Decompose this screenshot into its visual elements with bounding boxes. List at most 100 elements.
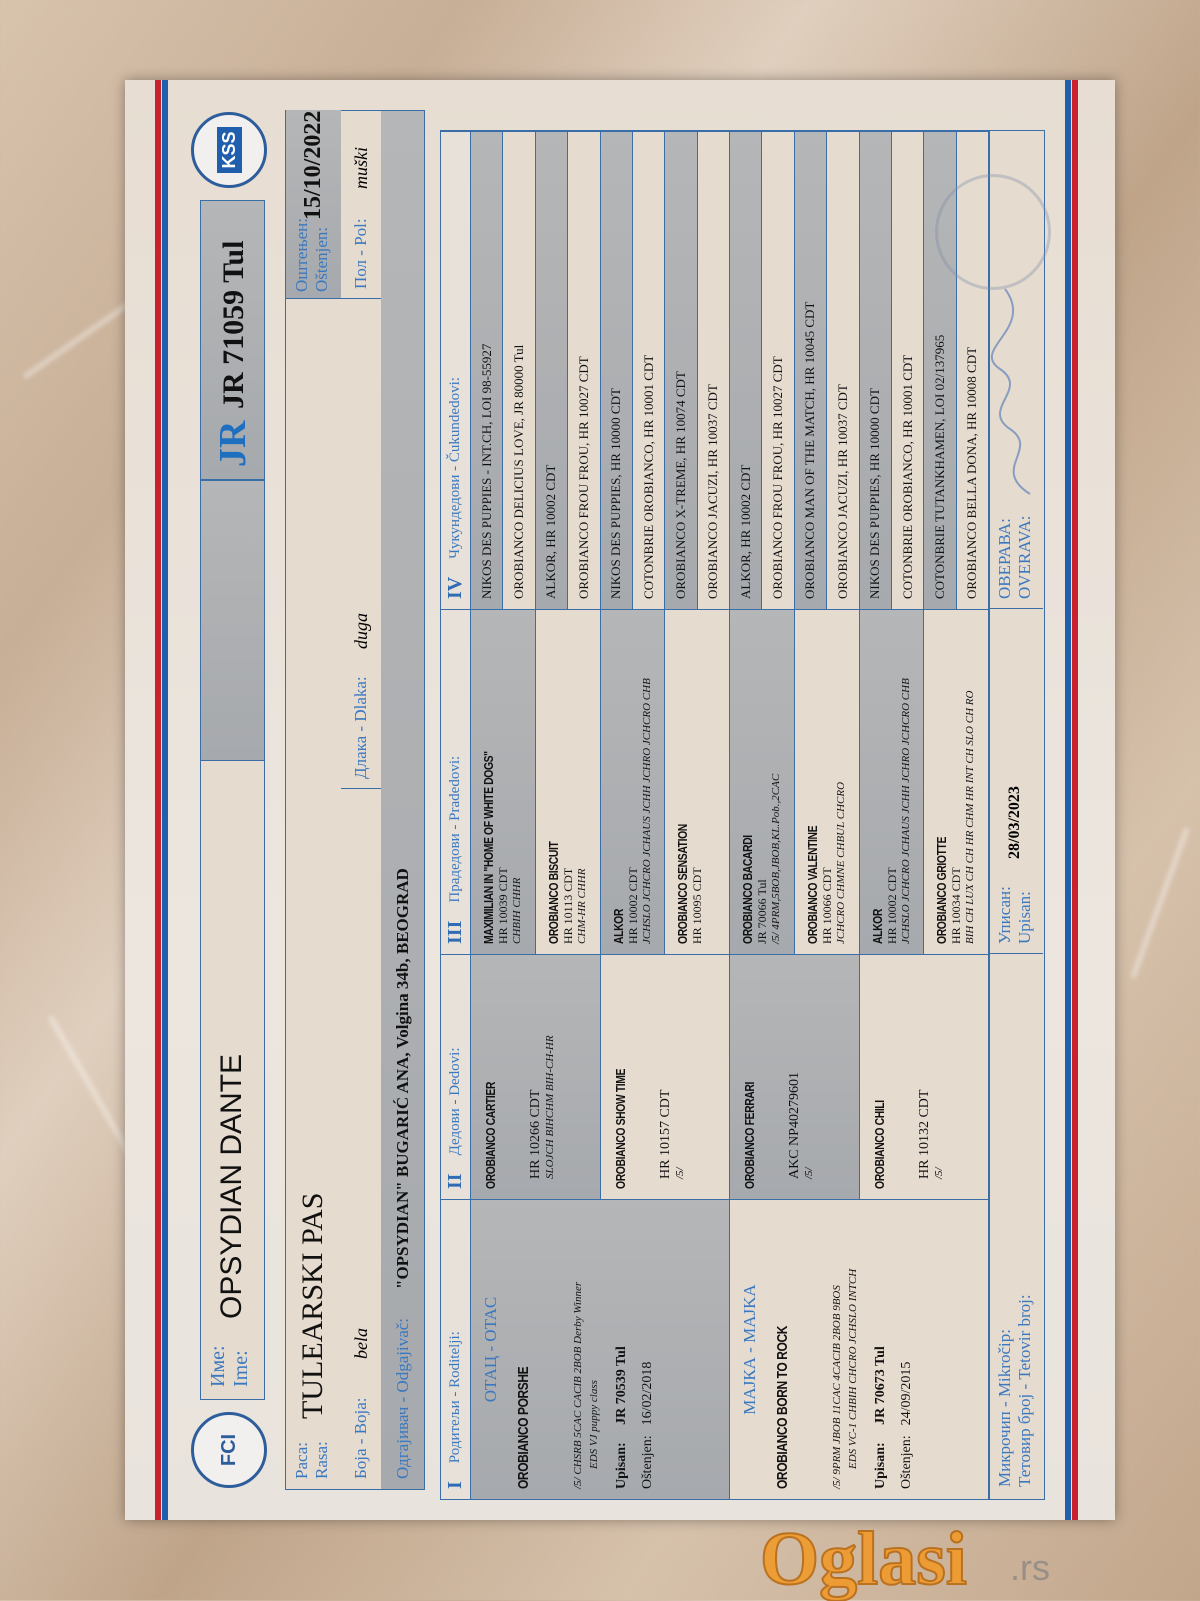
great-grandparent-registration: HR 10034 CDT [949, 867, 964, 944]
parent-titles-2: EDS VC-1 CHBIH CHCRO JCHSLO INTCH [847, 1268, 859, 1469]
tattoo-label: Тетовир број - Tetovir broj: [1014, 1294, 1034, 1487]
great-grandparent-registration: HR 10095 CDT [690, 867, 705, 944]
grandparent-name: OROBIANCO SHOW TIME [612, 1068, 628, 1189]
dog-name: OPSYDIAN DANTE [215, 1053, 248, 1319]
registered-date: 28/03/2023 [1006, 786, 1023, 859]
column-number: IV [444, 576, 466, 599]
great-great-grandparent: COTONBRIE OROBIANCO, HR 10001 CDT [640, 354, 656, 599]
parent-name: OROBIANCO PORSHE [515, 1366, 532, 1489]
color-row: Боја - Boja: bela Длака - Dlaka: duga По… [341, 111, 382, 1489]
dob-label: Oštenjen: [899, 1435, 914, 1489]
whelped-label-cyr: Оштењен: [292, 217, 311, 292]
parent-titles: /5/ CHSRB 5CAC CACIB 2BOB Derby Winner [572, 1281, 584, 1489]
flag-stripe-red-top [155, 80, 161, 1520]
parent-registration: JR 70673 Tul [873, 1346, 888, 1425]
divider [341, 788, 381, 789]
divider [341, 298, 381, 299]
parent-dob: 16/02/2018 [640, 1361, 655, 1426]
grandparent-registration: HR 10266 CDT [528, 1089, 543, 1179]
pedigree-cell: NIKOS DES PUPPIES, HR 10000 CDT [600, 131, 633, 609]
verify-label-cyr: ОВЕРАВА: [995, 518, 1014, 599]
color-value: bela [351, 1328, 371, 1359]
pedigree-cell: ALKOR HR 10002 CDT JCHSLO JCHCRO JCHAUS JC… [859, 609, 925, 954]
great-grandparent-titles: BIH CH LUX CH CH HR CHM HR INT CH SLO CH… [964, 690, 977, 944]
grandparent-name: OROBIANCO CARTIER [483, 1081, 498, 1189]
great-great-grandparent: OROBIANCO FROU FROU, HR 10027 CDT [575, 356, 591, 599]
pedigree-cell: OROBIANCO FROU FROU, HR 10027 CDT [568, 131, 601, 609]
registered-label-lat: Upisan: [1014, 891, 1034, 944]
great-great-grandparent: COTONBRIE TUTANKHAMEN, LOI 02/137965 [931, 334, 947, 599]
flag-stripe-blue-bottom [1065, 80, 1071, 1520]
fci-logo: FCI [191, 1412, 267, 1488]
pedigree-cell: OROBIANCO SHOW TIME HR 10157 CDT/5/ [600, 954, 730, 1199]
great-great-grandparent: NIKOS DES PUPPIES, HR 10000 CDT [608, 388, 624, 599]
grandparent-registration: HR 10132 CDT [916, 1089, 932, 1179]
pedigree-cell: OROBIANCO MAN OF THE MATCH, HR 10045 CDT [794, 131, 828, 609]
great-grandparent-titles: JCHCRO CHMNE CHBUL CHCRO [834, 781, 847, 944]
coat-label: Длака - Dlaka: [351, 676, 370, 779]
name-box: Име: Ime: OPSYDIAN DANTE [200, 760, 265, 1400]
pedigree-cell: ОТАЦ - OTAC OROBIANCO PORSHE/5/ CHSRB 5CA… [471, 1199, 730, 1499]
great-grandparent-registration: HR 10002 CDT [625, 867, 640, 944]
breed-row: Раса: Rasa: TULEARSKI PAS [286, 299, 342, 1489]
grandparent-titles: /5/ [803, 1167, 815, 1179]
registered-label-cyr: Уписан: [995, 886, 1014, 944]
pedigree-cell: COTONBRIE OROBIANCO, HR 10001 CDT [632, 131, 666, 609]
pedigree-document: FCI KSS Име: Ime: OPSYDIAN DANTE JR JR 71… [125, 80, 1115, 1520]
microchip-label: Микрочип - Mikročip: [995, 1329, 1014, 1487]
oglasi-watermark-suffix: .rs [1010, 1547, 1050, 1588]
empty-box [200, 480, 265, 760]
pedigree-cell: OROBIANCO CHILI HR 10132 CDT/5/ [859, 954, 989, 1199]
parent-role: ОТАЦ - OTAC [481, 1296, 500, 1403]
pedigree-cell: OROBIANCO GRIOTTE HR 10034 CDT BIH CH LUX … [924, 609, 989, 954]
great-grandparent-registration: HR 10066 CDT [819, 867, 834, 944]
whelped-box: Оштењен: Oštenjen: 15/10/2022 [286, 110, 342, 299]
parent-dob-row: Oštenjen: 24/09/2015 [899, 1210, 915, 1489]
great-great-grandparent: OROBIANCO JACUZI, HR 10037 CDT [834, 384, 850, 599]
flag-stripe-blue-top [162, 80, 168, 1520]
divider [990, 953, 1043, 954]
signature [991, 288, 1031, 495]
upisan-label: Upisan: [873, 1442, 888, 1489]
great-grandparent-titles: JCHSLO JCHCRO JCHAUS JCHH JCHRO JCHCRO C… [640, 678, 653, 944]
grandparent-titles: /5/ [673, 1167, 686, 1179]
grandparent-name: OROBIANCO FERRARI [742, 1081, 757, 1189]
great-great-grandparent: OROBIANCO MAN OF THE MATCH, HR 10045 CDT [802, 301, 818, 599]
flag-stripe-red-bottom [1072, 80, 1078, 1520]
oglasi-watermark: Oglasi [759, 1517, 968, 1601]
registration-box: JR JR 71059 Tul [200, 200, 265, 480]
name-label-cyr: Име: [207, 1345, 229, 1387]
pedigree-cell: OROBIANCO JACUZI, HR 10037 CDT [827, 131, 860, 609]
pedigree-cell: OROBIANCO BISCUIT HR 10113 CDT CHM-HR CHHR [535, 609, 601, 954]
parent-dob-row: Oštenjen: 16/02/2018 [640, 1210, 656, 1489]
upisan-label: Upisan: [614, 1442, 629, 1489]
pedigree-cell: ALKOR, HR 10002 CDT [730, 131, 763, 609]
breeder-label: Одгајивач - Odgajivač: [393, 1317, 412, 1479]
column-header: I Родитељи - Roditelji: [441, 1199, 471, 1499]
great-grandparent-registration: HR 10113 CDT [560, 867, 575, 944]
pedigree-cell: OROBIANCO CARTIER HR 10266 CDT SLOJCH BIHC… [471, 954, 601, 1199]
sex-value: muški [351, 147, 371, 189]
great-grandparent-name: ALKOR [869, 909, 885, 944]
great-grandparent-registration: JR 70066 Tul [755, 879, 769, 944]
name-label-lat: Ime: [230, 1350, 252, 1387]
pedigree-cell: MAXIMILIAN IN "HOME OF WHITE DOGS" HR 100… [471, 609, 536, 954]
great-great-grandparent: OROBIANCO FROU FROU, HR 10027 CDT [770, 356, 786, 599]
registration-number: JR 71059 Tul [217, 240, 250, 409]
great-grandparent-name: OROBIANCO BACARDI [740, 835, 755, 944]
great-grandparent-name: ALKOR [610, 909, 626, 944]
great-great-grandparent: ALKOR, HR 10002 CDT [737, 464, 753, 599]
stamp [935, 174, 1051, 290]
whelped-date: 15/10/2022 [300, 110, 326, 220]
color-label: Боја - Boja: [351, 1397, 370, 1479]
marble-vein [1129, 826, 1191, 980]
dob-label: Oštenjen: [640, 1435, 655, 1489]
grandparent-titles: /5/ [932, 1167, 945, 1179]
info-block: Раса: Rasa: TULEARSKI PAS Оштењен: Oštenje… [285, 110, 425, 1490]
footer-row: Микрочип - Mikročip: Тетовир број - Tetov… [990, 130, 1045, 1500]
great-great-grandparent: NIKOS DES PUPPIES, HR 10000 CDT [867, 388, 883, 599]
pedigree-cell: NIKOS DES PUPPIES, HR 10000 CDT [859, 131, 892, 609]
parent-role: МАЈКА - MAJKA [740, 1284, 759, 1415]
pedigree-cell: NIKOS DES PUPPIES - INT.CH, LOI 98-55927 [471, 131, 504, 609]
great-grandparent-name: MAXIMILIAN IN "HOME OF WHITE DOGS" [481, 751, 496, 944]
